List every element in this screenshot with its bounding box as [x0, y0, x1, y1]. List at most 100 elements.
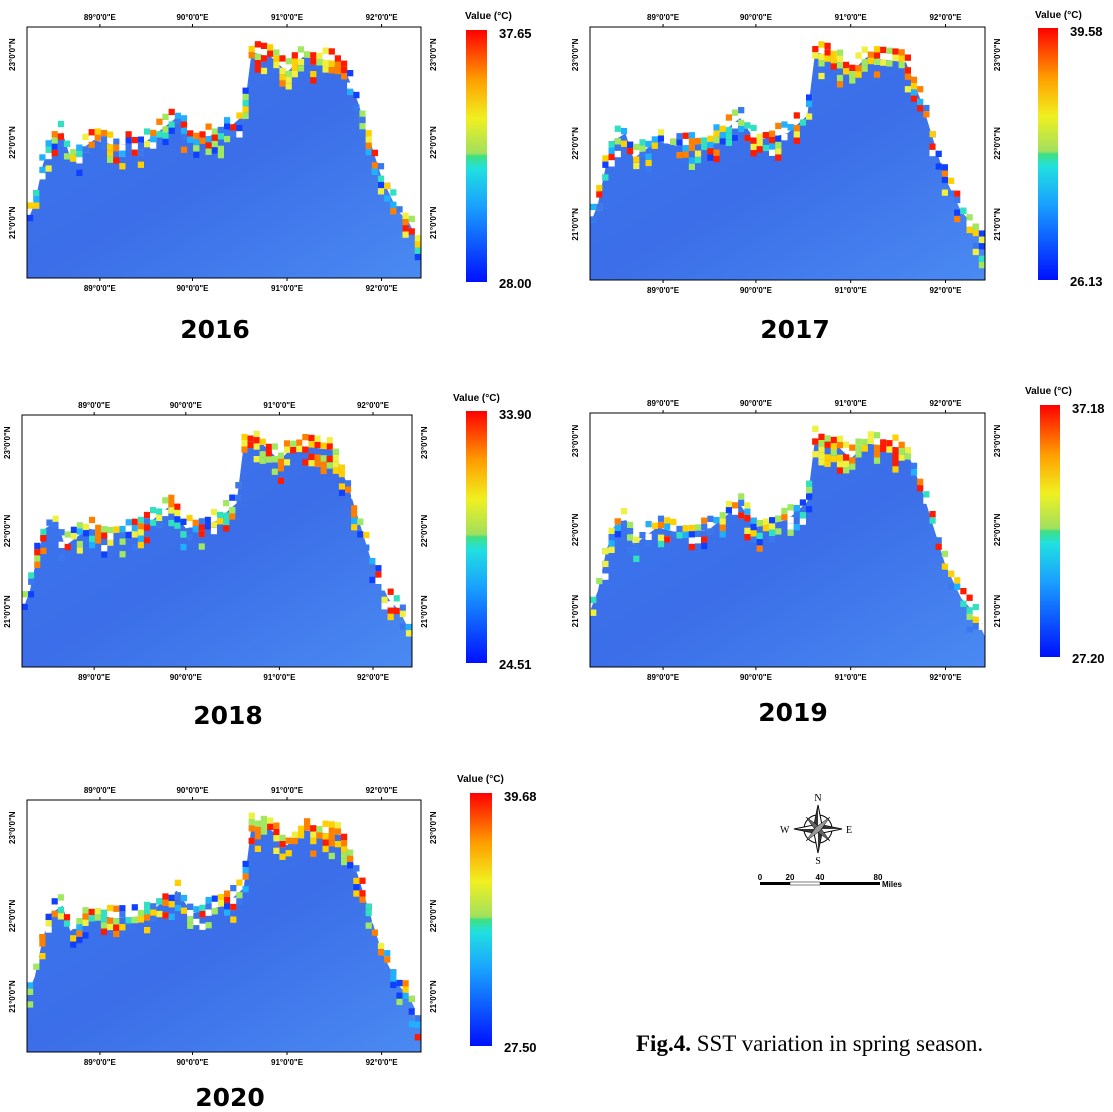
coastal-pixel — [353, 877, 360, 885]
coastal-pixel — [948, 570, 955, 577]
coastal-pixel — [168, 507, 175, 514]
coastal-pixel — [602, 548, 609, 555]
coastal-pixel — [414, 235, 421, 242]
coastal-pixel — [224, 903, 231, 910]
coastal-pixel — [271, 468, 278, 475]
coastal-pixel — [254, 820, 261, 827]
coastal-pixel — [978, 230, 985, 237]
coastal-pixel — [308, 453, 315, 460]
coastal-pixel — [174, 516, 181, 523]
coastal-pixel — [602, 161, 609, 168]
legend-title: Value (°C) — [1025, 386, 1072, 397]
coastal-pixel — [670, 518, 677, 526]
coastal-pixel — [836, 442, 844, 449]
coastal-pixel — [645, 533, 652, 540]
coastal-pixel — [904, 447, 911, 454]
coastal-pixel — [960, 207, 967, 214]
coastal-pixel — [260, 55, 268, 62]
coastal-pixel — [978, 243, 985, 250]
coastal-pixel — [627, 534, 634, 541]
coastal-pixel — [836, 55, 844, 63]
coastal-pixel — [898, 55, 905, 62]
coastal-pixel — [375, 577, 382, 584]
coastal-pixel — [353, 91, 360, 99]
coastal-pixel — [414, 1008, 421, 1016]
coastal-pixel — [253, 456, 260, 463]
coastal-pixel — [756, 146, 763, 153]
coastal-pixel — [849, 457, 856, 464]
map-panel: 89°0'0"E 89°0'0"E 90°0'0"E 90°0'0"E 91°0'0"E… — [8, 11, 532, 344]
coastal-pixel — [277, 465, 284, 472]
coastal-pixel — [328, 60, 335, 68]
coastal-pixel — [107, 904, 114, 912]
coastal-pixel — [941, 170, 948, 177]
lon-label: 90°0'0"E — [170, 673, 203, 682]
lat-label: 21°0'0"N — [3, 595, 12, 628]
coastal-pixel — [284, 440, 291, 447]
coastal-pixel — [596, 577, 603, 585]
coastal-pixel — [235, 482, 242, 489]
lon-label: 89°0'0"E — [84, 1058, 117, 1067]
coastal-pixel — [769, 149, 776, 156]
coastal-pixel — [713, 137, 720, 144]
lon-label: 91°0'0"E — [263, 673, 296, 682]
coastal-pixel — [131, 143, 138, 150]
coastal-pixel — [40, 528, 47, 536]
coastal-pixel — [150, 915, 157, 923]
caption-label: Fig.4. — [636, 1031, 691, 1056]
coastal-pixel — [265, 456, 272, 463]
coastal-pixel — [211, 134, 218, 141]
coastal-pixel — [408, 228, 415, 235]
lon-label: 92°0'0"E — [929, 13, 962, 22]
coastal-pixel — [608, 160, 615, 167]
coastal-pixel — [694, 537, 702, 544]
coastal-pixel — [45, 152, 52, 160]
coastal-pixel — [328, 48, 335, 55]
coastal-pixel — [113, 930, 120, 938]
coastal-pixel — [836, 467, 844, 474]
coastal-pixel — [898, 448, 905, 455]
coastal-pixel — [750, 530, 757, 537]
coastal-pixel — [590, 203, 597, 211]
coastal-pixel — [966, 607, 973, 614]
coastal-pixel — [725, 133, 732, 140]
coastal-pixel — [935, 543, 942, 550]
coastal-pixel — [608, 534, 615, 541]
coastal-pixel — [688, 537, 695, 544]
coastal-pixel — [119, 525, 126, 533]
coastal-pixel — [972, 248, 979, 256]
coastal-pixel — [387, 613, 394, 621]
coastal-pixel — [719, 132, 726, 139]
coastal-pixel — [254, 53, 261, 60]
coastal-pixel — [633, 555, 640, 562]
coastal-pixel — [267, 44, 274, 51]
coastal-pixel — [229, 507, 236, 514]
coastal-pixel — [187, 136, 194, 143]
coastal-pixel — [174, 904, 181, 912]
coastal-pixel — [614, 150, 621, 158]
coastal-pixel — [904, 67, 911, 74]
coastal-pixel — [812, 425, 819, 432]
coastal-pixel — [351, 492, 358, 499]
coastal-pixel — [322, 60, 329, 67]
coastal-pixel — [279, 853, 286, 860]
map-panel: 89°0'0"E 89°0'0"E 90°0'0"E 90°0'0"E 91°0'0"E… — [3, 393, 532, 730]
lon-label: 92°0'0"E — [929, 673, 962, 682]
coastal-pixel — [297, 46, 305, 53]
coastal-pixel — [88, 141, 95, 148]
coastal-pixel — [670, 138, 677, 145]
coastal-pixel — [304, 824, 311, 831]
lon-label: 91°0'0"E — [835, 13, 868, 22]
coastal-pixel — [89, 535, 96, 542]
coastal-pixel — [39, 934, 46, 941]
coastal-pixel — [377, 181, 385, 189]
coastal-pixel — [241, 446, 248, 453]
coastal-pixel — [236, 131, 243, 138]
map-frame — [589, 412, 986, 668]
coastal-pixel — [51, 910, 58, 918]
coastal-pixel — [254, 845, 261, 852]
coastal-pixel — [960, 588, 967, 595]
coastal-pixel — [137, 535, 144, 542]
coastal-pixel — [277, 458, 284, 466]
